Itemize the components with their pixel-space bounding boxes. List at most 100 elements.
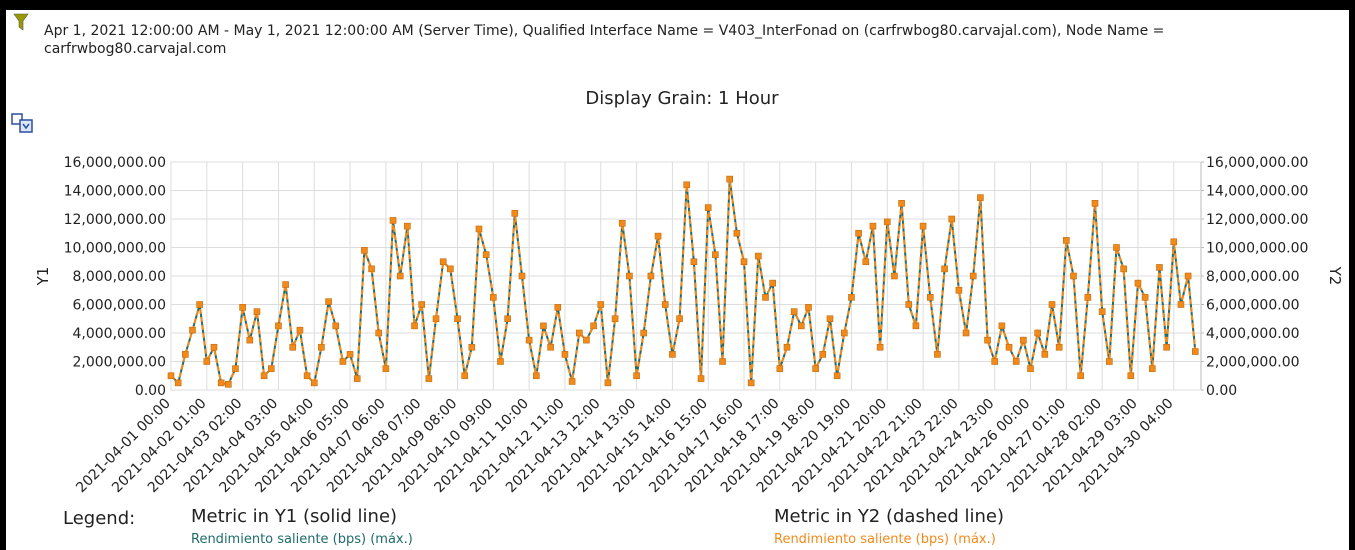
legend-entry: Rendimiento saliente (bps) (máx.): [191, 532, 413, 547]
point-marker: [633, 372, 640, 380]
point-marker: [912, 322, 920, 330]
point-marker: [984, 336, 991, 344]
series-line: [170, 178, 1197, 386]
point-marker: [1134, 279, 1142, 287]
point-marker: [275, 322, 282, 330]
point-marker: [1041, 351, 1049, 358]
point-marker: [1048, 301, 1056, 308]
point-marker: [597, 301, 605, 308]
point-marker: [726, 175, 733, 183]
point-marker: [762, 294, 769, 301]
point-marker: [1055, 343, 1063, 351]
y-axis-label: Y1: [34, 267, 52, 287]
point-marker: [361, 247, 368, 254]
point-marker: [826, 315, 834, 323]
point-marker: [1106, 358, 1113, 365]
point-marker: [798, 322, 805, 330]
point-marker: [805, 304, 812, 311]
point-marker: [504, 315, 511, 323]
point-marker: [905, 301, 913, 308]
point-marker: [1020, 336, 1027, 344]
point-marker: [926, 294, 934, 301]
point-marker: [425, 375, 433, 382]
point-marker: [482, 251, 490, 258]
point-marker: [1070, 272, 1077, 280]
point-marker: [332, 322, 340, 330]
point-marker: [583, 336, 590, 344]
point-marker: [267, 365, 275, 372]
point-marker: [941, 265, 948, 273]
point-marker: [1120, 265, 1127, 273]
y2-axis-label: Y2: [1326, 266, 1344, 286]
point-marker: [647, 272, 655, 280]
point-marker: [919, 222, 927, 230]
point-marker: [1163, 343, 1170, 351]
export-icon[interactable]: [11, 113, 33, 133]
point-marker: [525, 336, 533, 344]
point-marker: [855, 229, 862, 237]
point-marker: [955, 286, 963, 294]
y-tick-label: 14,000,000.00: [64, 184, 166, 200]
y2-tick-label: 0.00: [1206, 383, 1237, 399]
y2-tick-label: 2,000,000.00: [1206, 355, 1300, 371]
legend-entry: Rendimiento saliente (bps) (máx.): [774, 532, 996, 547]
point-marker: [891, 272, 898, 280]
point-marker: [225, 380, 232, 388]
point-marker: [812, 365, 819, 372]
point-marker: [490, 294, 497, 301]
point-marker: [518, 272, 526, 280]
point-marker: [167, 372, 175, 380]
y-tick-label: 4,000,000.00: [72, 326, 166, 342]
point-marker: [1177, 301, 1185, 308]
point-marker: [346, 351, 354, 358]
point-marker: [475, 225, 483, 233]
legend-heading: Metric in Y2 (dashed line): [774, 506, 1004, 527]
point-marker: [776, 365, 784, 372]
point-marker: [1063, 237, 1070, 244]
point-marker: [683, 181, 691, 189]
point-marker: [554, 304, 562, 311]
y2-tick-label: 14,000,000.00: [1206, 184, 1308, 200]
point-marker: [310, 379, 318, 387]
point-marker: [969, 272, 977, 280]
point-marker: [661, 301, 669, 308]
point-marker: [532, 372, 540, 380]
point-marker: [876, 343, 884, 351]
point-marker: [196, 301, 203, 308]
point-marker: [561, 351, 569, 358]
point-marker: [618, 219, 626, 227]
point-marker: [432, 315, 440, 323]
point-marker: [282, 281, 289, 288]
y-tick-label: 16,000,000.00: [64, 155, 166, 171]
point-marker: [1034, 329, 1041, 337]
point-marker: [1170, 238, 1178, 246]
point-marker: [1141, 294, 1149, 301]
point-marker: [604, 379, 612, 387]
point-marker: [1027, 365, 1034, 372]
point-marker: [1191, 348, 1199, 355]
point-marker: [239, 304, 246, 311]
y-tick-label: 0.00: [135, 383, 166, 399]
point-marker: [769, 279, 776, 287]
point-marker: [511, 210, 519, 217]
point-marker: [182, 351, 189, 358]
point-marker: [1098, 308, 1106, 315]
point-marker: [1127, 372, 1135, 380]
point-marker: [296, 326, 304, 334]
y-tick-label: 10,000,000.00: [64, 241, 166, 257]
point-marker: [848, 294, 855, 301]
point-marker: [1084, 294, 1092, 301]
point-marker: [339, 358, 347, 365]
point-marker: [497, 358, 504, 365]
point-marker: [575, 329, 583, 337]
point-marker: [547, 343, 554, 351]
point-marker: [934, 351, 941, 358]
point-marker: [325, 298, 332, 305]
point-marker: [217, 379, 225, 387]
point-marker: [1184, 272, 1192, 280]
point-marker: [318, 343, 325, 351]
point-marker: [1148, 365, 1156, 372]
point-marker: [755, 252, 762, 260]
point-marker: [611, 315, 619, 323]
